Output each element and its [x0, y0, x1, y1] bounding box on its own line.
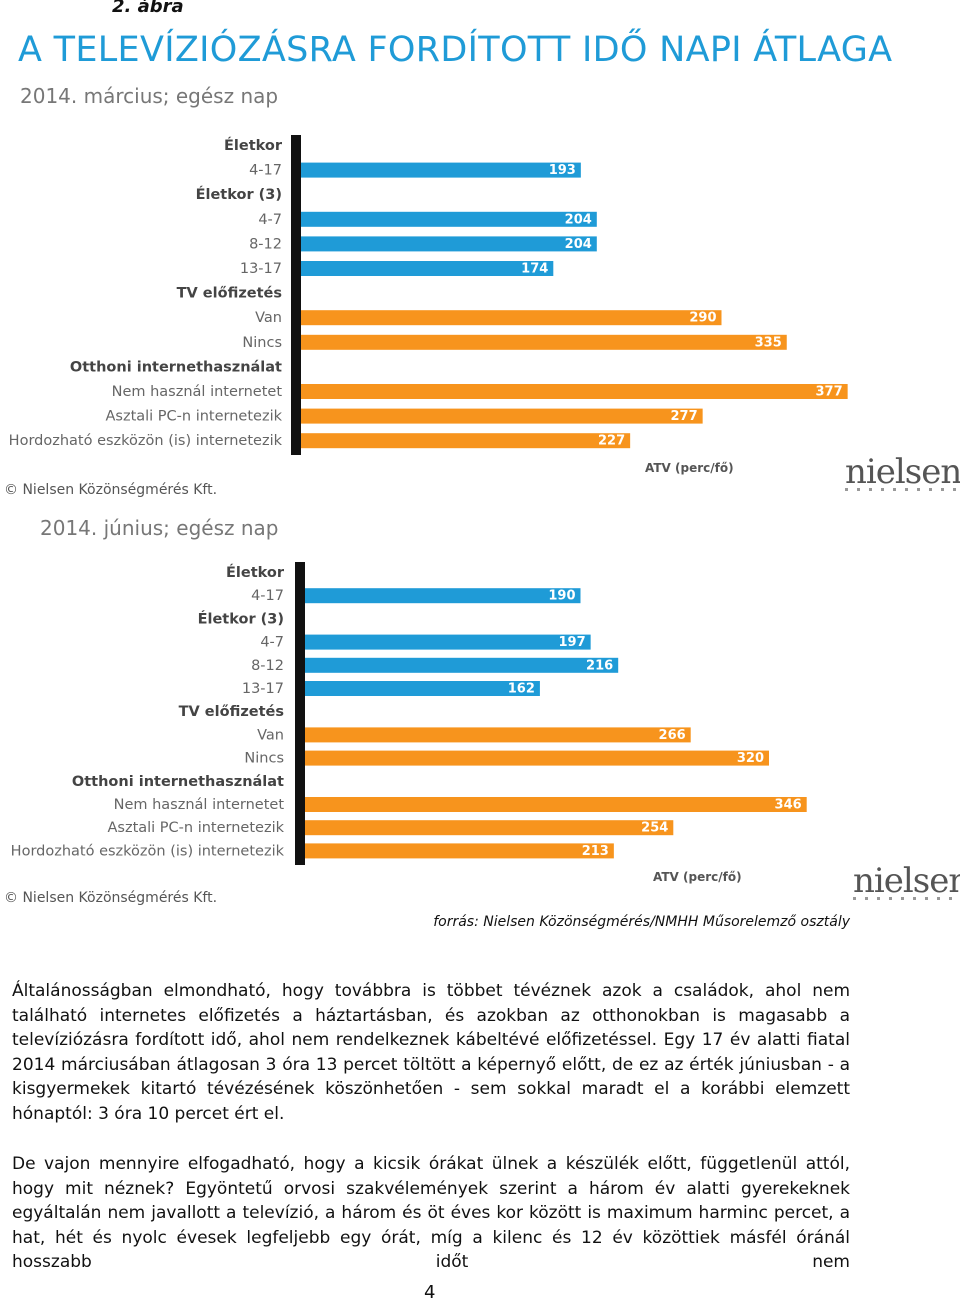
chart-title: A TELEVÍZIÓZÁSRA FORDÍTOTT IDŐ NAPI ÁTLA…	[18, 30, 893, 70]
bar	[305, 797, 807, 812]
category-label: TV előfizetés	[179, 704, 284, 720]
bar	[301, 236, 597, 252]
paragraph: De vajon mennyire elfogadható, hogy a ki…	[12, 1154, 850, 1273]
page-number: 4	[424, 1282, 436, 1303]
value-label: 254	[641, 821, 668, 836]
category-label: 8-12	[249, 236, 282, 252]
value-label: 320	[737, 751, 764, 766]
axis-label: ATV (perc/fő)	[645, 461, 734, 475]
category-label: 8-12	[251, 658, 284, 674]
category-label: Életkor	[224, 137, 283, 154]
bar	[301, 408, 703, 424]
value-label: 377	[816, 385, 843, 400]
value-label: 213	[582, 844, 609, 859]
category-label: Van	[255, 310, 282, 326]
category-label: 4-17	[249, 163, 282, 179]
category-label: Otthoni internethasználat	[70, 359, 282, 375]
bar	[305, 750, 769, 766]
paragraph: Általánosságban elmondható, hogy továbbr…	[12, 981, 850, 1124]
logo: nielsen	[845, 452, 960, 492]
bar	[301, 162, 581, 178]
category-label: 4-17	[251, 588, 284, 604]
value-label: 174	[521, 262, 548, 277]
value-label: 277	[671, 409, 698, 424]
value-label: 216	[586, 658, 613, 673]
value-label: 204	[565, 237, 592, 252]
bar	[301, 261, 554, 276]
value-label: 190	[548, 589, 575, 604]
figure-label: 2. ábra	[112, 0, 184, 17]
axis	[291, 135, 301, 455]
category-label: Életkor (3)	[196, 186, 282, 203]
bar	[301, 384, 848, 399]
bar	[305, 657, 619, 673]
copyright: © Nielsen Közönségmérés Kft.	[4, 890, 218, 906]
category-label: Hordozható eszközön (is) internetezik	[9, 433, 283, 449]
category-label: Van	[257, 727, 284, 743]
category-label: Nem használ internetet	[114, 797, 285, 813]
value-label: 193	[549, 163, 576, 178]
chart: Életkor 4-17 190 Életkor (3) 4-7 197 8-12 216 13…	[11, 562, 807, 865]
value-label: 335	[755, 335, 782, 350]
category-label: Nem használ internetet	[112, 384, 283, 400]
chart: Életkor 4-17 193 Életkor (3) 4-7 204 8-12 204 13…	[9, 135, 848, 455]
axis	[295, 562, 305, 865]
category-label: Életkor	[226, 564, 285, 581]
category-label: Otthoni internethasználat	[72, 774, 284, 790]
bar	[305, 820, 674, 836]
logo: nielsen	[853, 861, 960, 901]
category-label: Életkor (3)	[198, 610, 284, 627]
bar	[301, 211, 597, 227]
value-label: 162	[508, 682, 535, 697]
bar	[305, 588, 581, 604]
category-label: Asztali PC-n internetezik	[105, 409, 282, 425]
bar	[305, 634, 591, 650]
bar	[301, 334, 787, 350]
value-label: 197	[559, 635, 586, 650]
category-label: 4-7	[258, 212, 282, 228]
value-label: 266	[659, 728, 686, 743]
value-label: 227	[598, 434, 625, 449]
bar	[301, 433, 631, 449]
chart-subtitle: 2014. június; egész nap	[40, 516, 279, 540]
chart-subtitle: 2014. március; egész nap	[20, 84, 279, 108]
bar	[305, 843, 614, 859]
category-label: 4-7	[260, 635, 284, 651]
axis-label: ATV (perc/fő)	[653, 870, 742, 884]
category-label: Nincs	[244, 751, 284, 767]
bar	[301, 310, 722, 326]
value-label: 204	[565, 212, 592, 227]
bar	[305, 681, 540, 696]
category-label: 13-17	[240, 261, 282, 277]
copyright: © Nielsen Közönségmérés Kft.	[4, 482, 218, 498]
category-label: Asztali PC-n internetezik	[107, 820, 284, 836]
category-label: Hordozható eszközön (is) internetezik	[11, 843, 285, 859]
category-label: 13-17	[242, 681, 284, 697]
value-label: 290	[689, 311, 716, 326]
value-label: 346	[775, 798, 802, 813]
source-note: forrás: Nielsen Közönségmérés/NMHH Műsor…	[433, 914, 850, 930]
category-label: TV előfizetés	[177, 286, 282, 302]
bar	[305, 727, 691, 743]
category-label: Nincs	[242, 335, 282, 351]
